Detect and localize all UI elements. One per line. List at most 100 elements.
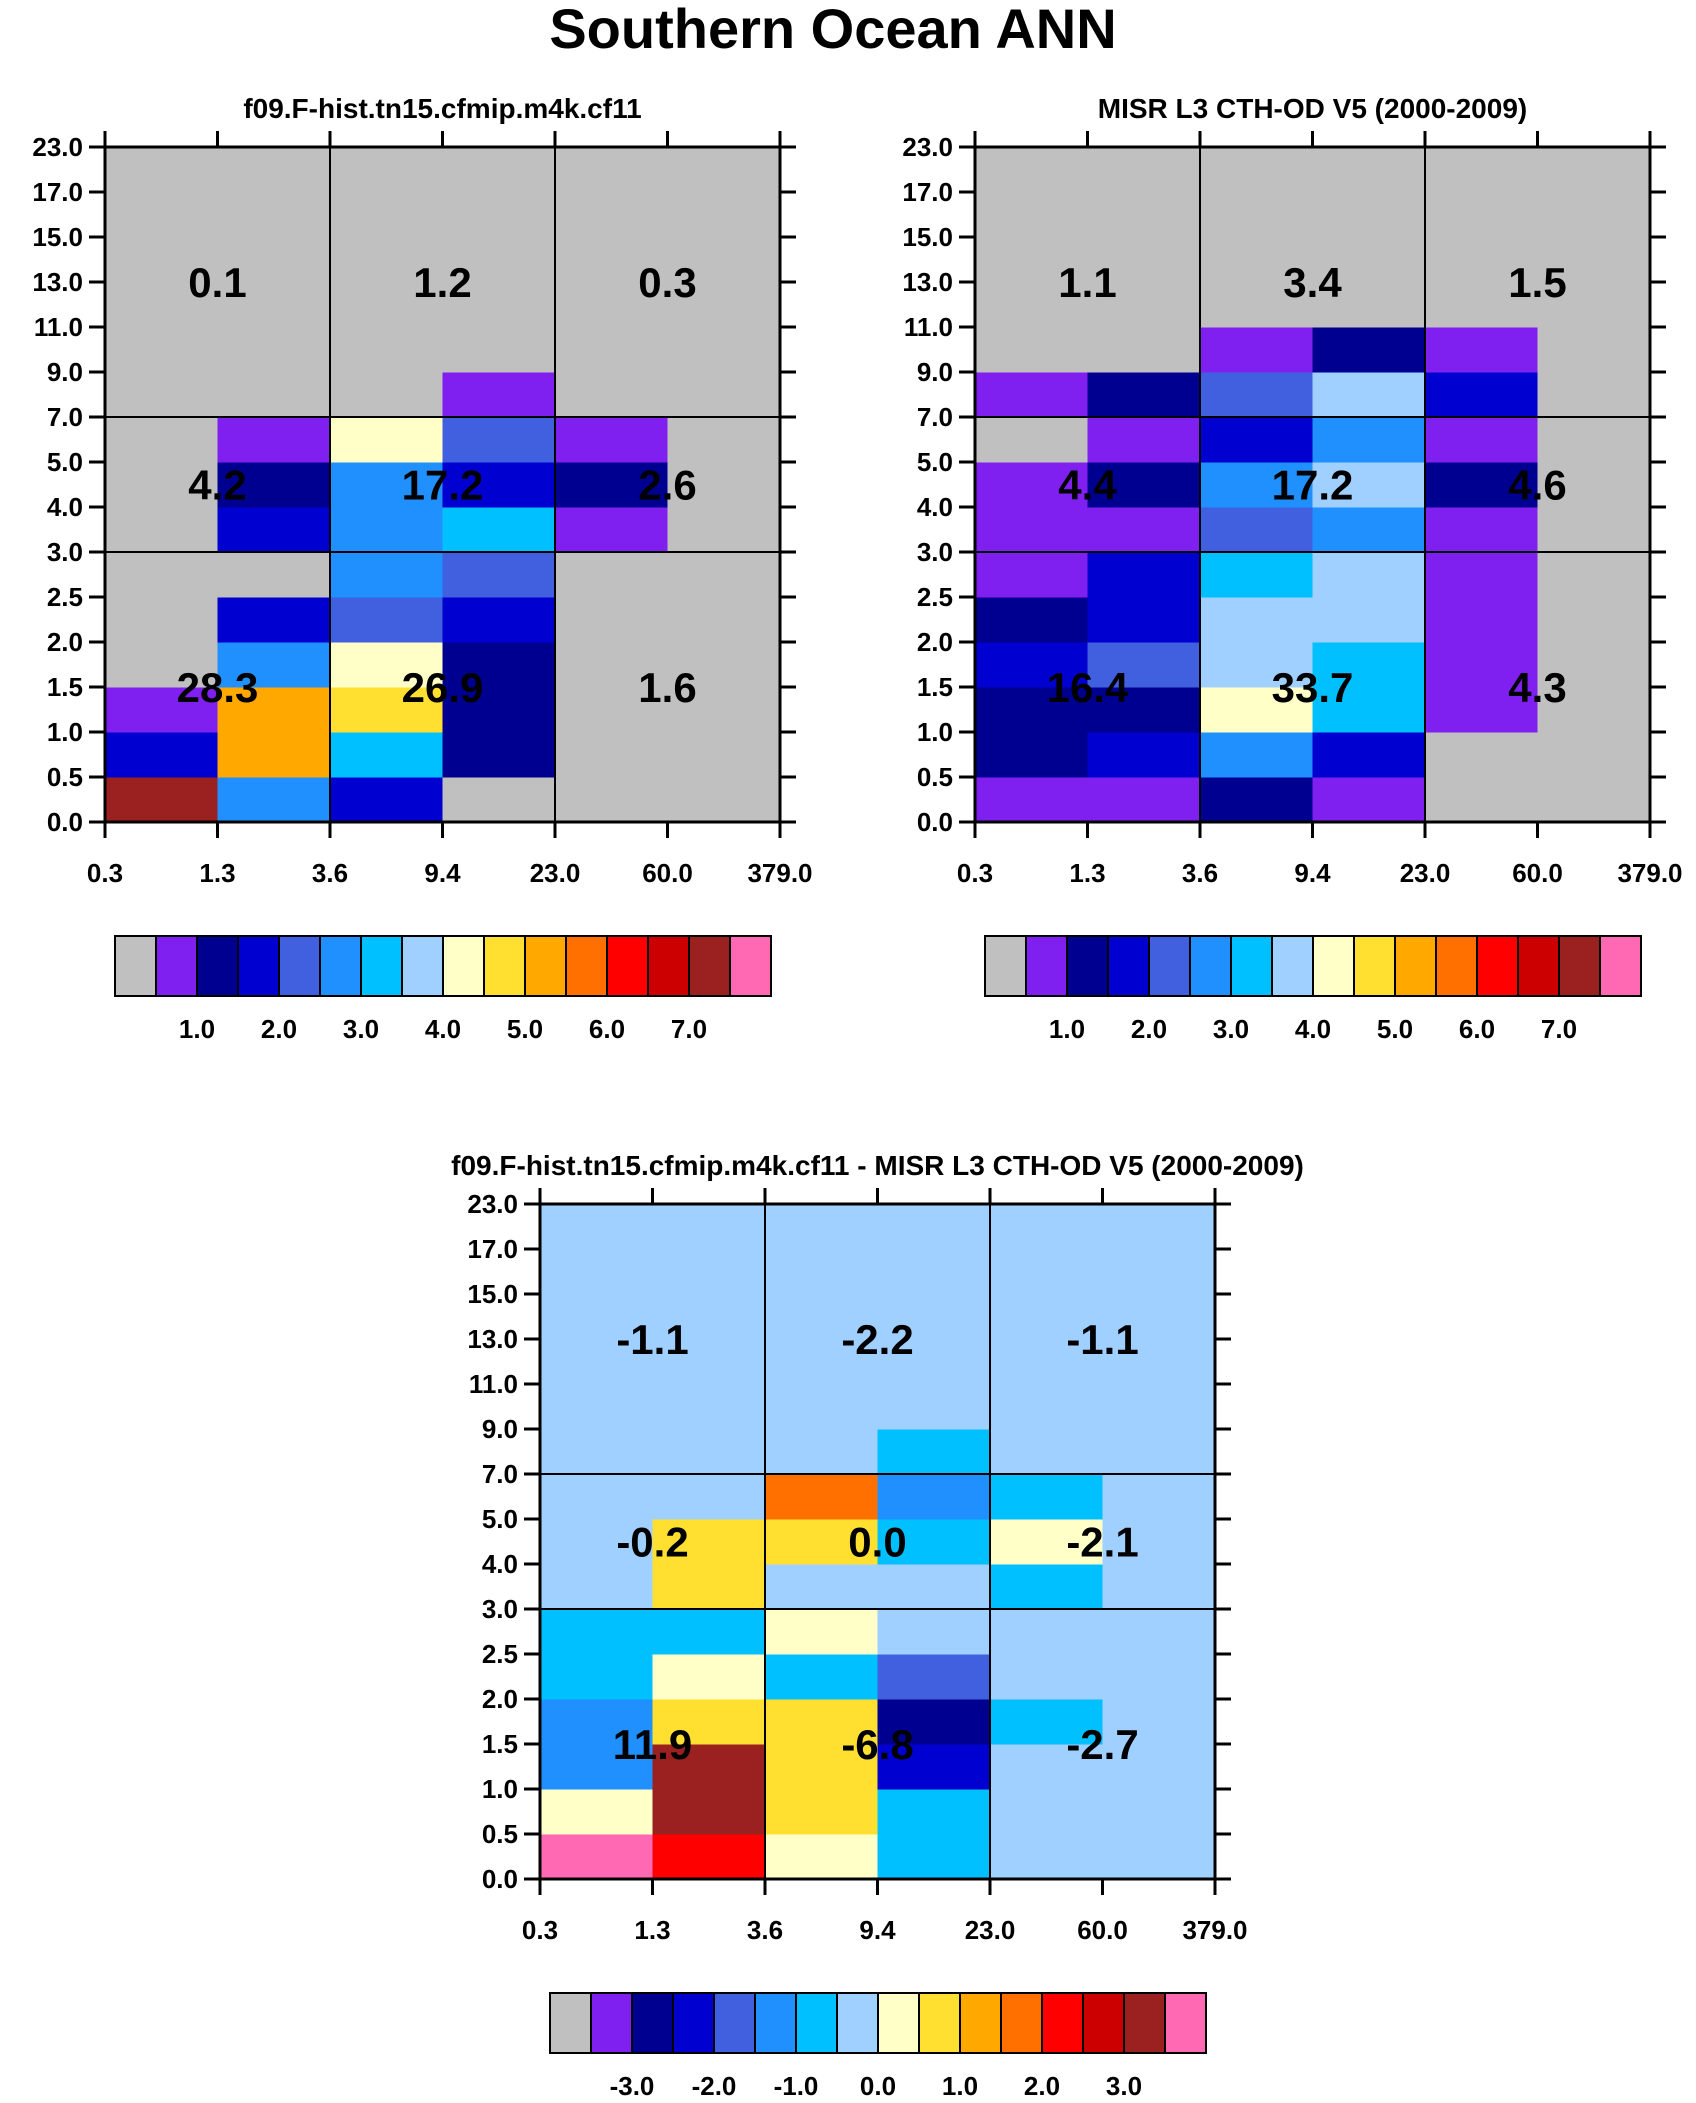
heatmap-cell <box>540 1609 653 1655</box>
heatmap-cell <box>1102 1564 1216 1610</box>
heatmap-cell <box>877 1699 991 1745</box>
y-tick-label: 0.0 <box>917 807 953 837</box>
heatmap-cell <box>877 1204 991 1250</box>
colorbar-swatch <box>1189 935 1232 997</box>
colorbar-swatch <box>1164 1992 1207 2054</box>
heatmap-cell <box>555 237 668 283</box>
heatmap-cell <box>975 462 1088 508</box>
x-tick-label: 23.0 <box>965 1915 1016 1945</box>
heatmap-cell <box>765 1609 878 1655</box>
heatmap-cell <box>1425 417 1538 463</box>
heatmap-cell <box>555 282 668 328</box>
x-tick-label: 23.0 <box>1400 858 1451 888</box>
heatmap-cell <box>217 417 331 463</box>
heatmap-cell <box>217 552 331 598</box>
heatmap-cell <box>1537 552 1651 598</box>
heatmap-cell <box>652 1474 766 1520</box>
group-total-label: 2.6 <box>638 462 696 509</box>
heatmap-cell <box>555 327 668 373</box>
group-total-label: 11.9 <box>613 1721 692 1768</box>
y-tick-label: 1.5 <box>47 672 83 702</box>
heatmap-cell <box>1312 462 1426 508</box>
heatmap-cell <box>877 1564 991 1610</box>
heatmap-cell <box>667 372 781 418</box>
heatmap-cell <box>975 642 1088 688</box>
heatmap-cell <box>1200 237 1313 283</box>
heatmap-cell <box>975 597 1088 643</box>
heatmap-cell <box>1087 507 1201 553</box>
heatmap-cell <box>652 1294 766 1340</box>
heatmap-cell <box>765 1834 878 1880</box>
heatmap-cell <box>667 642 781 688</box>
heatmap-cell <box>667 552 781 598</box>
y-tick-label: 5.0 <box>482 1504 518 1534</box>
colorbar: 1.0 2.0 3.0 4.0 5.0 6.0 7.0 <box>114 935 772 1044</box>
colorbar-label: 3.0 <box>1213 1014 1249 1044</box>
heatmap-cell <box>1087 192 1201 238</box>
colorbar: 1.0 2.0 3.0 4.0 5.0 6.0 7.0 <box>984 935 1642 1044</box>
heatmap-cell <box>1200 417 1313 463</box>
heatmap-cell <box>540 1204 653 1250</box>
heatmap-cell <box>1312 642 1426 688</box>
page-title: Southern Ocean ANN <box>549 0 1116 60</box>
heatmap-cell <box>667 282 781 328</box>
heatmap-cell <box>990 1474 1103 1520</box>
heatmap-cell <box>540 1474 653 1520</box>
y-tick-label: 15.0 <box>467 1279 518 1309</box>
colorbar-label: 4.0 <box>425 1014 461 1044</box>
y-tick-label: 3.0 <box>47 537 83 567</box>
heatmap-cell <box>1312 237 1426 283</box>
heatmap-cell <box>1102 1249 1216 1295</box>
heatmap-cell <box>652 1834 766 1880</box>
heatmap-cell <box>540 1339 653 1385</box>
heatmap-cell <box>217 597 331 643</box>
group-total-label: 16.4 <box>1047 664 1129 711</box>
colorbar-label: 1.0 <box>1049 1014 1085 1044</box>
heatmap-cell <box>540 1789 653 1835</box>
heatmap-cell <box>667 327 781 373</box>
y-tick-label: 2.5 <box>47 582 83 612</box>
heatmap-cell <box>217 237 331 283</box>
heatmap-cell <box>330 507 443 553</box>
heatmap-cell <box>877 1339 991 1385</box>
heatmap-cell <box>765 1429 878 1475</box>
heatmap-cell <box>540 1654 653 1700</box>
colorbar-swatch <box>319 935 362 997</box>
heatmap-cell <box>555 147 668 193</box>
panel-3: f09.F-hist.tn15.cfmip.m4k.cf11 - MISR L3… <box>451 1150 1304 2101</box>
heatmap-cell <box>442 192 556 238</box>
colorbar-swatch <box>401 935 444 997</box>
heatmap-cell <box>1200 147 1313 193</box>
heatmap-cell <box>1312 507 1426 553</box>
heatmap-cell <box>765 1699 878 1745</box>
colorbar-swatch <box>1066 935 1109 997</box>
heatmap-cell <box>1087 282 1201 328</box>
heatmap-cell <box>105 687 218 733</box>
colorbar-label: 3.0 <box>1106 2071 1142 2101</box>
y-tick-label: 9.0 <box>917 357 953 387</box>
heatmap-cell <box>1537 687 1651 733</box>
group-total-label: -2.1 <box>1066 1519 1138 1566</box>
x-tick-label: 9.4 <box>859 1915 896 1945</box>
heatmap-cell <box>1102 1474 1216 1520</box>
heatmap-cell <box>217 507 331 553</box>
y-tick-label: 3.0 <box>917 537 953 567</box>
colorbar-swatch <box>1148 935 1191 997</box>
colorbar-label: 5.0 <box>507 1014 543 1044</box>
heatmap-cell <box>1087 687 1201 733</box>
x-tick-label: 60.0 <box>1512 858 1563 888</box>
colorbar-swatch <box>237 935 280 997</box>
heatmap-cell <box>652 1384 766 1430</box>
colorbar-swatch <box>606 935 649 997</box>
colorbar-swatch <box>1312 935 1355 997</box>
heatmap-cell <box>442 237 556 283</box>
heatmap-cell <box>217 642 331 688</box>
heatmap-cell <box>442 597 556 643</box>
colorbar-label: 7.0 <box>671 1014 707 1044</box>
colorbar-swatch <box>1025 935 1068 997</box>
y-tick-label: 1.0 <box>47 717 83 747</box>
group-total-label: 0.3 <box>638 259 696 306</box>
y-tick-label: 0.0 <box>482 1864 518 1894</box>
heatmap-cell <box>442 732 556 778</box>
heatmap-cell <box>975 777 1088 823</box>
